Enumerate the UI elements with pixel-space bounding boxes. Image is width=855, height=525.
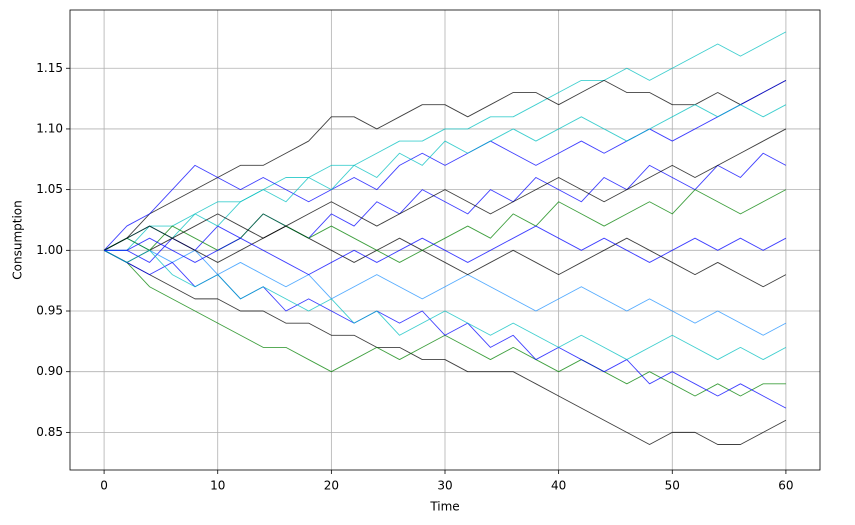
- series-line: [103, 249, 787, 361]
- x-tick-label: 50: [665, 479, 680, 493]
- x-tick-label: 60: [778, 479, 793, 493]
- y-tick-label: 0.85: [36, 425, 63, 439]
- y-tick-label: 1.00: [36, 243, 63, 257]
- plot-frame: [69, 9, 821, 471]
- y-tick-label: 1.10: [36, 121, 63, 135]
- series-line: [103, 249, 787, 445]
- x-axis-label: Time: [429, 500, 459, 514]
- x-tick-label: 0: [100, 479, 108, 493]
- y-tick-label: 0.95: [36, 304, 63, 318]
- x-tick-label: 20: [324, 479, 339, 493]
- x-tick-label: 30: [437, 479, 452, 493]
- series-line: [103, 225, 787, 288]
- series-line: [104, 104, 787, 251]
- series-line: [104, 225, 787, 276]
- x-tick-label: 10: [210, 479, 225, 493]
- series-line: [103, 31, 787, 251]
- y-tick-label: 1.05: [36, 182, 63, 196]
- y-tick-label: 0.90: [36, 364, 63, 378]
- series-line: [103, 79, 787, 251]
- series-line: [103, 128, 787, 251]
- x-tick-label: 40: [551, 479, 566, 493]
- y-axis-label: Consumption: [11, 200, 25, 279]
- y-tick-label: 1.15: [36, 61, 63, 75]
